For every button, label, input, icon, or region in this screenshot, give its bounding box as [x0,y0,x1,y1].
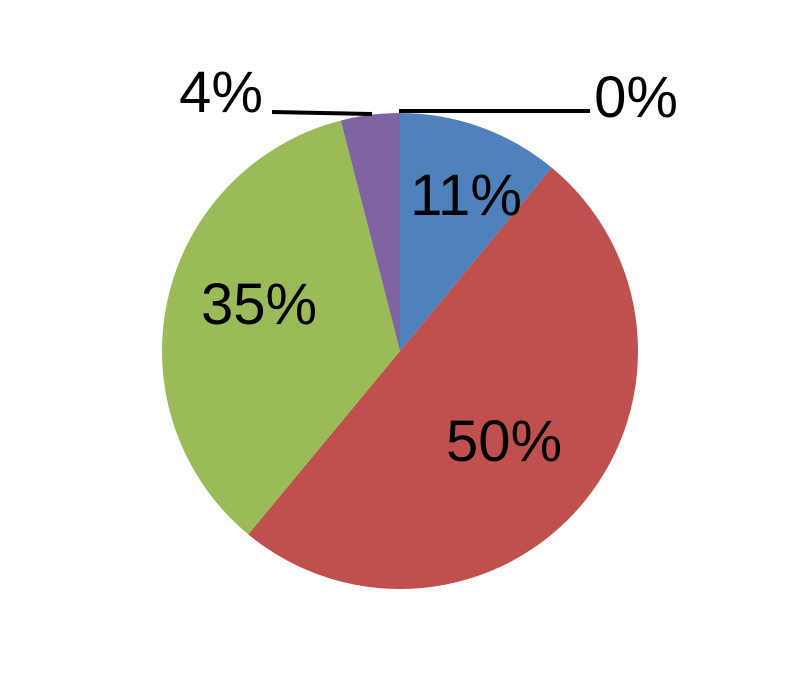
slice-label-11pct: 11% [410,163,522,228]
pie-slice-4pct [340,113,400,351]
slice-label-0pct: 0% [594,65,678,130]
leader-line-4pct [271,110,373,116]
pie-slice-11pct [400,113,552,351]
pie-slice-35pct [162,120,400,535]
slice-label-4pct: 4% [179,60,263,125]
slice-label-35pct: 35% [201,272,317,337]
pie-slice-50pct [248,167,639,590]
slice-label-50pct: 50% [446,409,562,474]
